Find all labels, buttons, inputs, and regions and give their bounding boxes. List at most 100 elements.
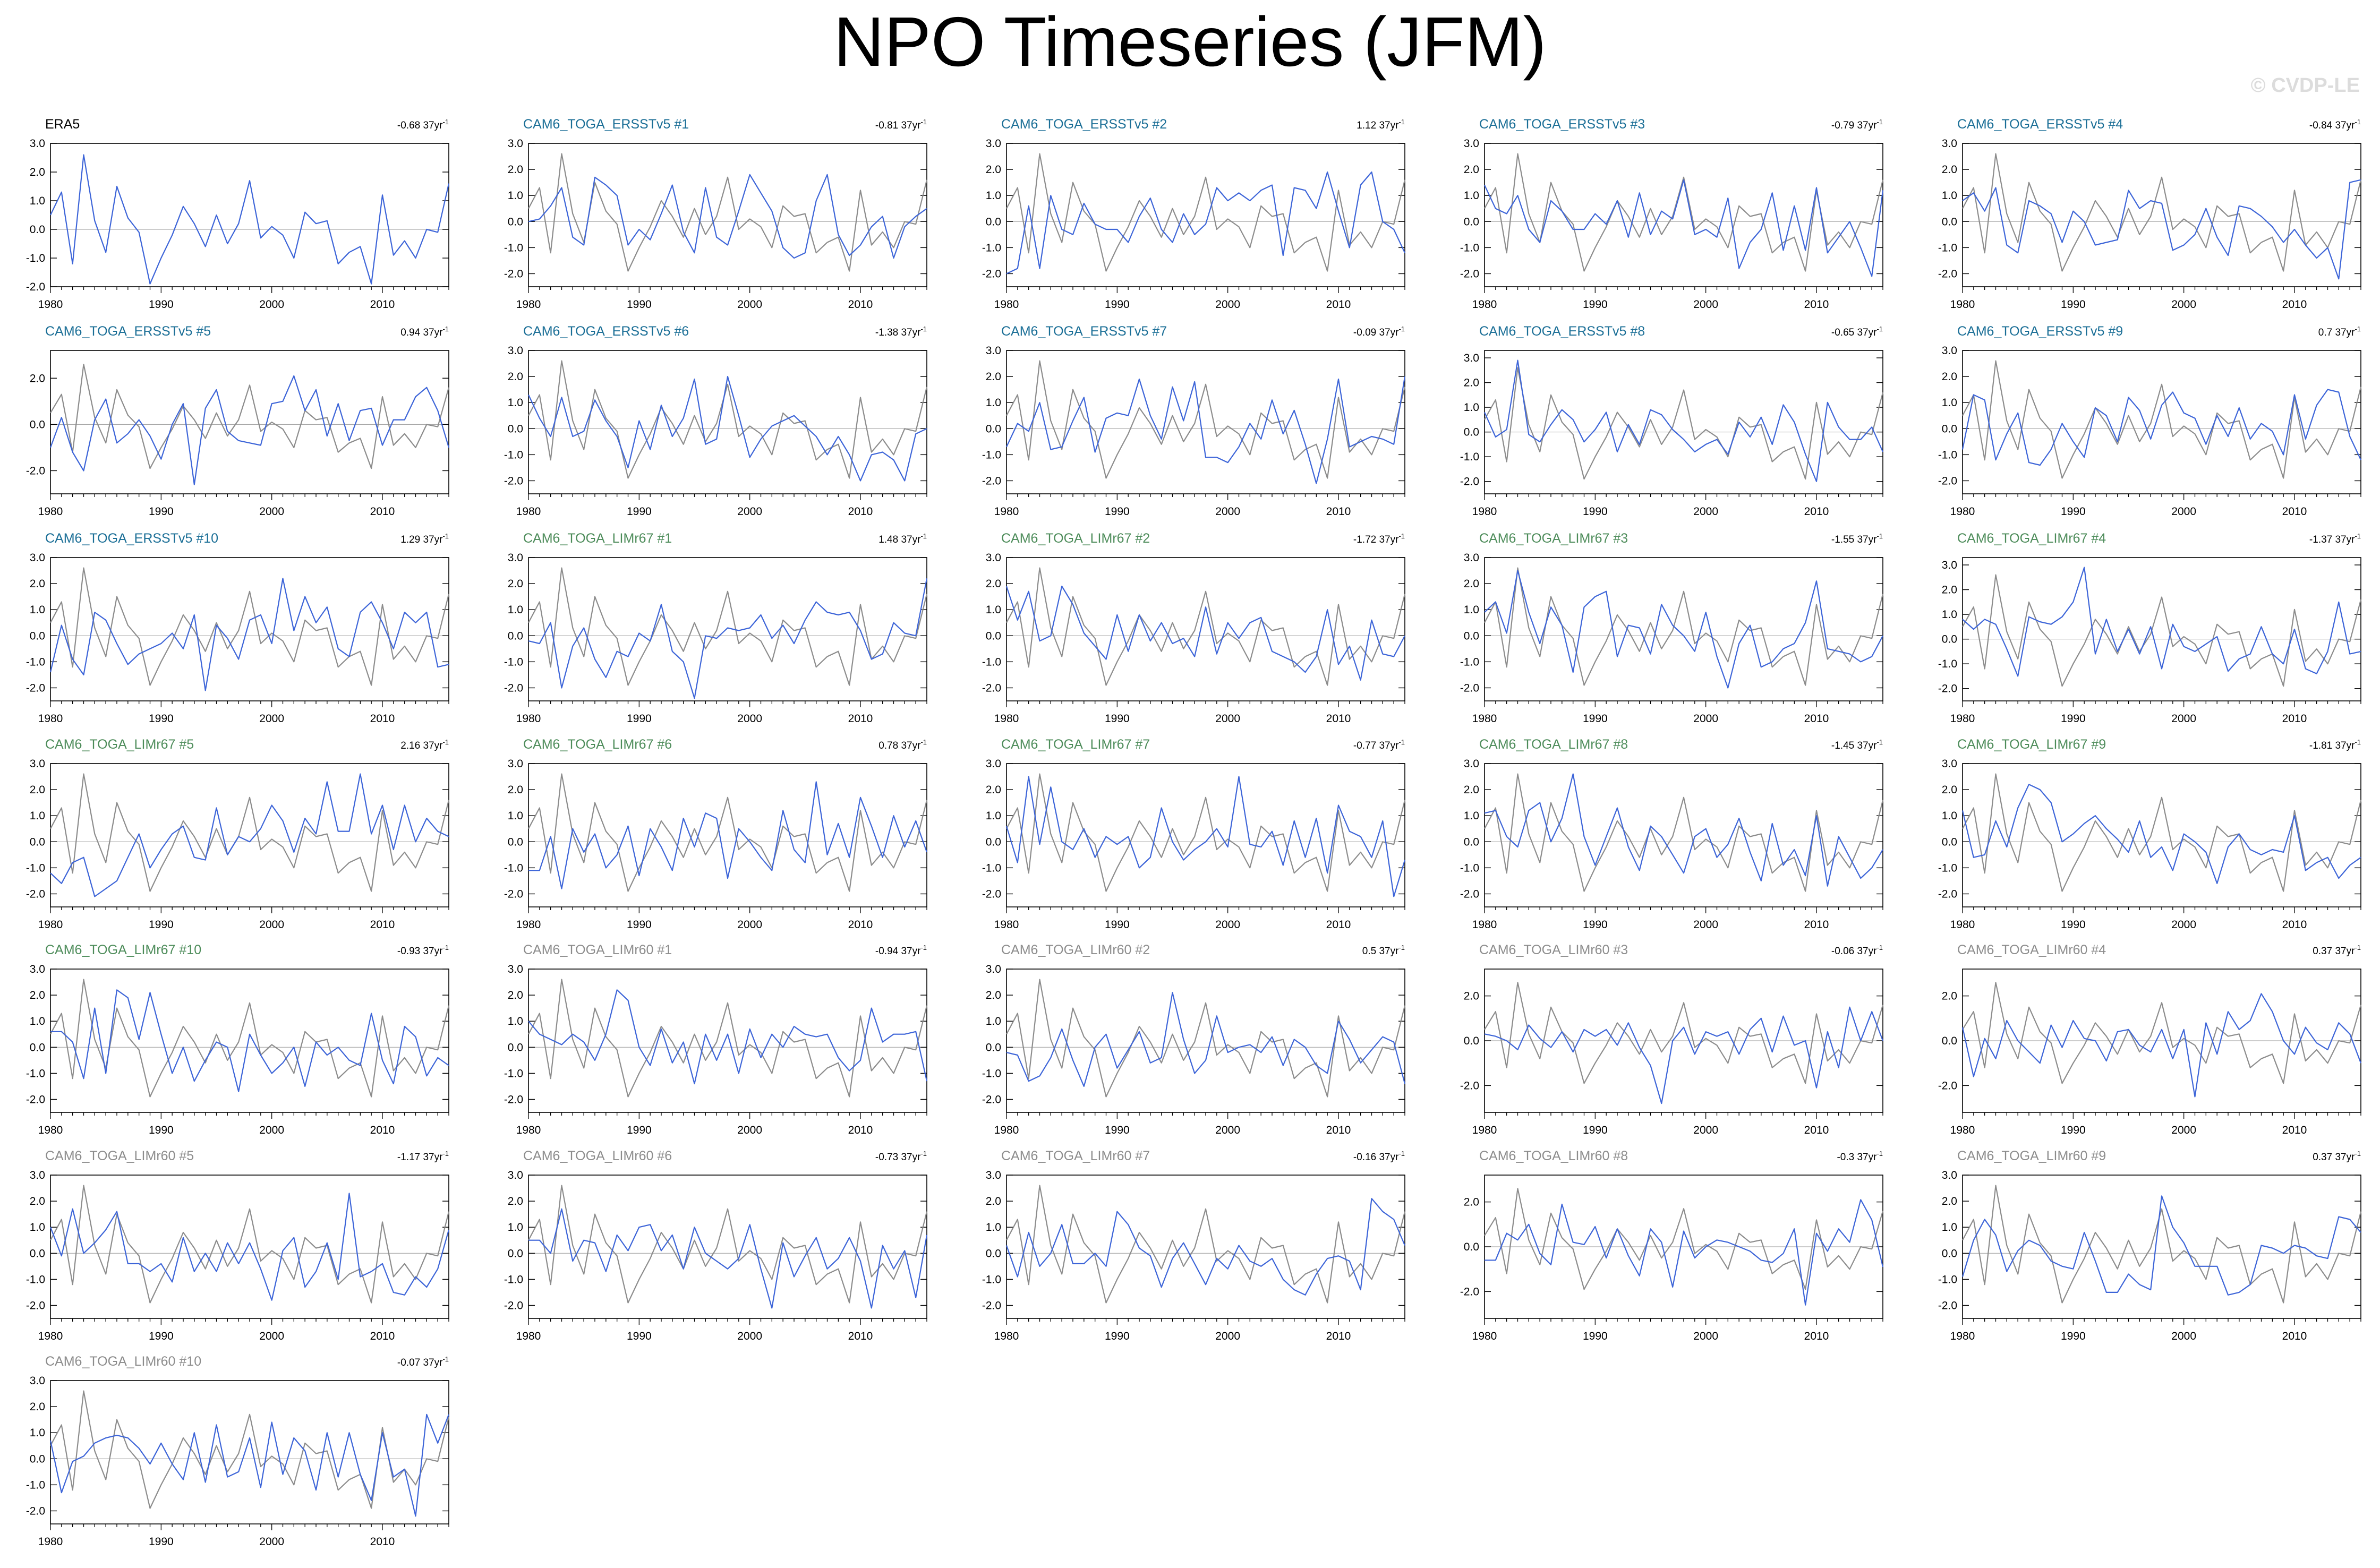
trend-label: -0.73 37yr-1 <box>875 1150 927 1163</box>
y-tick-label: -2.0 <box>1460 888 1479 900</box>
y-tick-label: 0.0 <box>30 224 45 236</box>
panel-title: CAM6_TOGA_ERSSTv5 #7 <box>1001 324 1167 339</box>
y-tick-label: 0.0 <box>1464 1035 1479 1047</box>
series-line-member <box>528 989 928 1085</box>
y-tick-label: -1.0 <box>982 656 1001 668</box>
chart-panel: 3.0 2.0 1.0 0.0 -1.0 -2.0 1980 1990 2000 2010 CAM6… <box>26 942 450 1136</box>
x-tick-label: 2000 <box>259 1330 284 1342</box>
y-tick-label: 0.0 <box>1942 1035 1957 1047</box>
x-tick-label: 1990 <box>2061 1330 2086 1342</box>
y-tick-label: -1.0 <box>1938 242 1957 254</box>
series-line-observed <box>528 153 928 272</box>
series-line-observed <box>1484 367 1884 480</box>
series-line-member <box>1005 776 1406 897</box>
series-line-observed <box>1006 1185 1406 1304</box>
y-tick-label: -2.0 <box>504 268 523 280</box>
plot-frame <box>50 143 449 287</box>
y-tick-label: -1.0 <box>26 1273 45 1286</box>
x-tick-label: 1990 <box>2061 919 2086 931</box>
y-tick-label: -1.0 <box>504 656 523 668</box>
series-line-observed <box>528 567 928 686</box>
x-tick-label: 1980 <box>38 919 63 931</box>
trend-label: 0.37 37yr-1 <box>2313 1150 2361 1163</box>
y-tick-label: 0.0 <box>508 630 523 642</box>
chart-panel: 2.0 0.0 -2.0 1980 1990 2000 2010 CAM6_TOGA_LIMr… <box>1460 1149 1884 1342</box>
y-tick-label: -2.0 <box>504 1093 523 1106</box>
panel-title: CAM6_TOGA_LIMr60 #10 <box>45 1354 201 1369</box>
y-tick-label: -2.0 <box>1938 475 1957 487</box>
x-tick-label: 1990 <box>1105 919 1130 931</box>
series-line-member <box>1483 359 1884 482</box>
y-tick-label: 2.0 <box>1464 578 1479 590</box>
x-tick-label: 2000 <box>1215 919 1240 931</box>
chart-panel: 3.0 2.0 1.0 0.0 -1.0 -2.0 1980 1990 2000 2010 CAM6… <box>1938 531 2362 725</box>
x-tick-label: 2010 <box>1804 1330 1829 1342</box>
x-tick-label: 1990 <box>2061 1124 2086 1136</box>
trend-label: 0.7 37yr-1 <box>2318 325 2361 338</box>
x-tick-label: 1990 <box>1105 1330 1130 1342</box>
panel-title: CAM6_TOGA_LIMr60 #4 <box>1957 942 2106 957</box>
series-line-observed <box>528 360 928 479</box>
x-tick-label: 2000 <box>2171 919 2196 931</box>
trend-label: -0.93 37yr-1 <box>397 944 449 957</box>
y-tick-label: 0.0 <box>1464 216 1479 228</box>
x-tick-label: 1980 <box>38 505 63 518</box>
series-line-member <box>528 781 928 889</box>
plot-frame <box>528 557 927 701</box>
y-tick-label: 1.0 <box>1464 604 1479 616</box>
trend-label: 0.5 37yr-1 <box>1362 944 1405 957</box>
trend-label: 1.29 37yr-1 <box>400 532 449 545</box>
panel-title: CAM6_TOGA_LIMr60 #3 <box>1479 942 1628 957</box>
chart-panel: 3.0 2.0 1.0 0.0 -1.0 -2.0 1980 1990 2000 2010 CAM6… <box>1460 531 1884 725</box>
y-tick-label: 2.0 <box>986 578 1001 590</box>
series-line-member <box>50 773 449 897</box>
plot-frame <box>528 1175 927 1319</box>
series-line-member <box>1961 389 2361 466</box>
y-tick-label: -2.0 <box>504 1299 523 1312</box>
y-tick-label: 0.0 <box>1464 836 1479 848</box>
y-tick-label: -2.0 <box>982 1299 1001 1312</box>
y-tick-label: 0.0 <box>508 836 523 848</box>
y-tick-label: -2.0 <box>504 475 523 487</box>
series-line-observed <box>1006 360 1406 479</box>
series-line-observed <box>1006 567 1406 686</box>
x-tick-label: 1990 <box>1105 298 1130 311</box>
y-tick-label: 1.0 <box>1464 810 1479 822</box>
panel-title: CAM6_TOGA_LIMr60 #9 <box>1957 1149 2106 1163</box>
y-tick-label: 1.0 <box>30 195 45 207</box>
y-tick-label: 1.0 <box>508 190 523 202</box>
chart-panel: 3.0 2.0 1.0 0.0 -1.0 -2.0 1980 1990 2000 2010 CAM6… <box>504 1149 928 1342</box>
series-line-member <box>528 578 928 699</box>
series-line-member <box>49 1193 450 1301</box>
chart-panel: 3.0 2.0 1.0 0.0 -1.0 -2.0 1980 1990 2000 2010 CAM6… <box>504 942 928 1136</box>
x-tick-label: 1980 <box>994 919 1019 931</box>
y-tick-label: 1.0 <box>30 1427 45 1439</box>
chart-panel: 3.0 2.0 1.0 0.0 -1.0 -2.0 1980 1990 2000 2010 CAM6… <box>26 737 450 931</box>
x-tick-label: 1980 <box>1472 713 1497 725</box>
series-line-member <box>1961 993 2362 1098</box>
y-tick-label: 3.0 <box>508 138 523 150</box>
y-tick-label: 2.0 <box>986 371 1001 383</box>
y-tick-label: -1.0 <box>982 1067 1001 1079</box>
plot-frame <box>50 1380 449 1524</box>
chart-panel: 3.0 2.0 1.0 0.0 -1.0 -2.0 1980 1990 2000 2010 CAM6… <box>26 1149 450 1342</box>
y-tick-label: -2.0 <box>26 1093 45 1106</box>
y-tick-label: 2.0 <box>986 989 1001 1001</box>
panel-title: CAM6_TOGA_ERSSTv5 #9 <box>1957 324 2123 339</box>
x-tick-label: 2010 <box>2282 1330 2307 1342</box>
y-tick-label: 3.0 <box>1942 559 1957 571</box>
trend-label: -0.06 37yr-1 <box>1831 944 1883 957</box>
y-tick-label: 3.0 <box>986 1169 1001 1181</box>
trend-label: -0.07 37yr-1 <box>397 1355 449 1368</box>
chart-panel: 3.0 2.0 1.0 0.0 -1.0 -2.0 1980 1990 2000 2010 CAM6… <box>982 942 1406 1136</box>
chart-panel: 3.0 2.0 1.0 0.0 -1.0 -2.0 1980 1990 2000 2010 CAM6… <box>504 324 928 518</box>
x-tick-label: 1990 <box>149 505 174 518</box>
panel-title: CAM6_TOGA_LIMr67 #1 <box>523 531 672 546</box>
y-tick-label: -2.0 <box>1938 683 1957 695</box>
chart-panel: 3.0 2.0 1.0 0.0 -1.0 -2.0 1980 1990 2000 2010 CAM6… <box>504 117 928 311</box>
trend-label: -0.09 37yr-1 <box>1353 325 1405 338</box>
trend-label: -0.79 37yr-1 <box>1831 118 1883 131</box>
y-tick-label: 2.0 <box>508 784 523 796</box>
y-tick-label: -1.0 <box>982 862 1001 874</box>
series-line-member <box>1961 784 2361 884</box>
